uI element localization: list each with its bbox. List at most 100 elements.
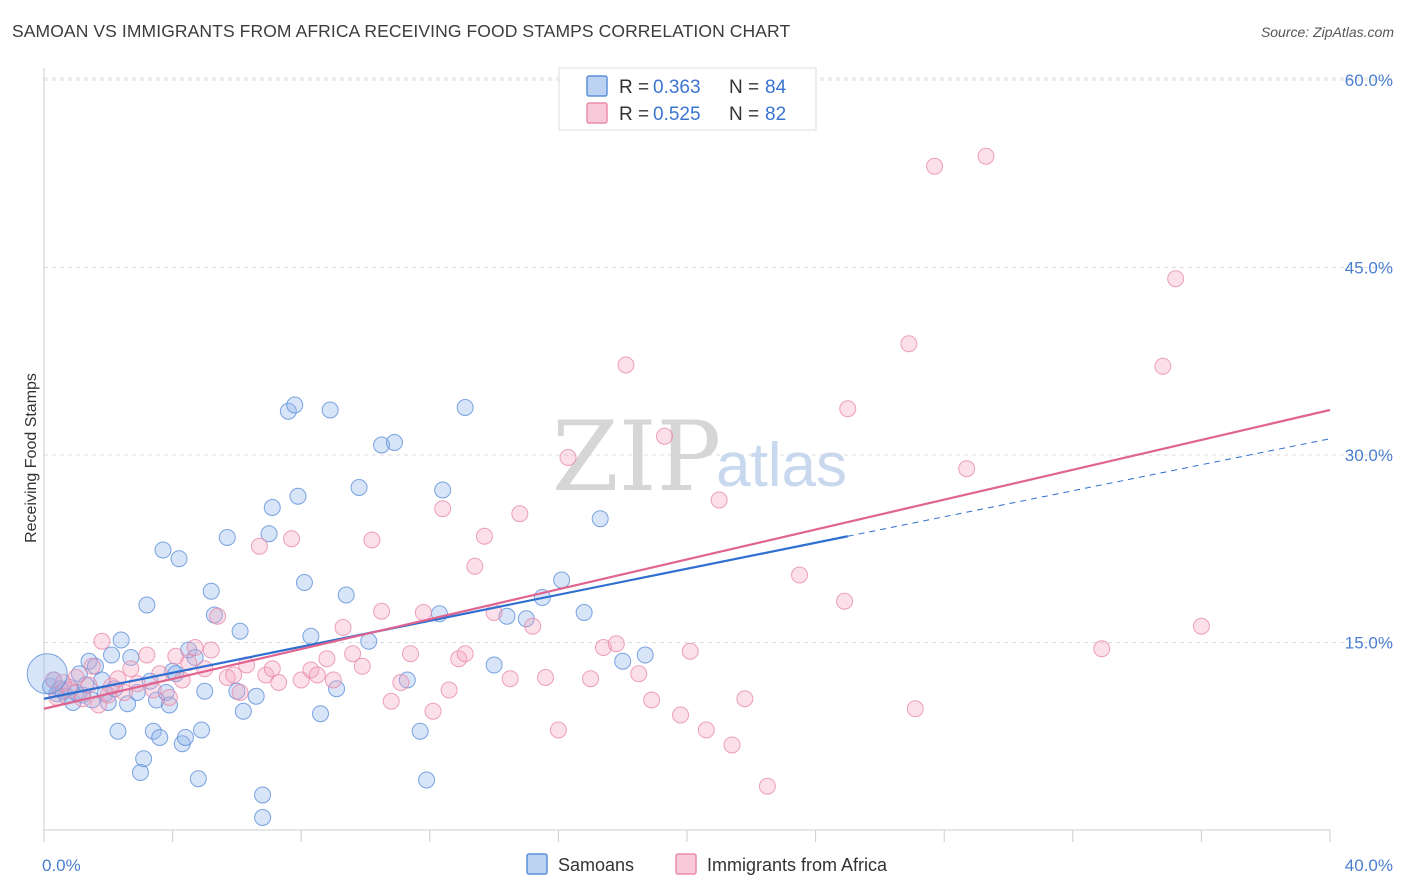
africa-point [791,566,809,584]
africa-point [582,670,600,688]
africa-point [900,335,918,353]
africa-point [697,721,715,739]
samoans-point [434,481,452,499]
africa-point [373,602,391,620]
africa-point [501,670,519,688]
bottom-legend-swatch-africa [675,853,697,875]
source-label: Source: ZipAtlas.com [1260,24,1394,40]
africa-point [402,645,420,663]
africa-point [1093,640,1111,658]
africa-point [839,400,857,418]
samoans-point [234,702,252,720]
samoans-point [295,574,313,591]
grid-lines [44,77,1392,643]
africa-point [559,449,577,466]
africa-point [466,557,484,575]
samoans-point [254,786,272,804]
samoans-point [119,695,137,713]
africa-point [83,657,101,675]
africa-point [617,356,635,374]
samoans-point [289,487,307,505]
x-tick-label: 0.0% [42,856,81,875]
samoans-point [286,396,304,414]
samoans-point [498,607,516,625]
samoans-point [176,729,194,746]
y-tick-labels: 15.0% 30.0% 45.0% 60.0% [1345,71,1393,653]
africa-point [231,684,249,701]
africa-point [138,646,156,664]
data-points [26,147,1210,826]
legend-n-label: N = [729,77,759,98]
africa-point [710,491,728,509]
africa-point [456,645,474,663]
samoans-point [109,722,127,740]
samoans-point [254,809,272,826]
samoans-point [456,399,474,416]
africa-point [67,669,85,686]
samoans-point [103,646,121,664]
africa-point [1192,617,1210,635]
chart-title: SAMOAN VS IMMIGRANTS FROM AFRICA RECEIVI… [12,21,791,41]
africa-point [594,639,612,656]
samoans-point [485,656,503,674]
bottom-legend-africa: Immigrants from Africa [707,855,888,875]
africa-point [672,706,690,724]
africa-point [424,702,442,720]
africa-point [186,639,204,656]
africa-point [308,666,326,684]
africa-point [723,736,741,754]
samoans-point [311,705,329,723]
samoans-point [170,550,188,568]
africa-point [537,669,555,686]
africa-point [344,645,362,663]
africa-point [1154,357,1172,375]
africa-point [202,641,220,659]
africa-point [334,619,352,636]
samoans-trend-line [43,535,848,700]
legend-n-value-samoans: 84 [765,77,787,98]
legend-r-label: R = [619,104,649,125]
africa-point [475,527,493,545]
samoans-point [411,722,429,740]
samoans-point [157,684,175,701]
africa-point [363,531,381,549]
africa-point [524,617,542,635]
y-tick-label: 45.0% [1345,259,1393,278]
y-tick-label: 15.0% [1345,634,1393,653]
x-tick-label: 40.0% [1345,856,1393,875]
africa-point [45,671,63,689]
samoans-point [553,571,571,589]
samoans-point [575,604,593,621]
africa-point [736,690,754,708]
samoans-point [321,401,339,419]
watermark-zip: ZIP [552,401,721,513]
africa-point [1167,270,1185,288]
samoans-point [193,721,211,739]
bottom-legend-swatch-samoans [526,853,548,875]
samoans-point [131,764,149,781]
africa-point [440,681,458,699]
samoans-point [337,586,355,604]
africa-point [353,657,371,675]
samoans-point [202,582,220,600]
legend: R = 0.363 N = 84 R = 0.525 N = 82 [558,67,817,131]
africa-point [160,689,178,706]
samoans-point [151,729,169,746]
africa-point [414,604,432,621]
samoans-point [591,510,609,528]
axes [43,68,1331,842]
africa-point [607,635,625,653]
legend-swatch-samoans [586,75,608,97]
samoans-point [279,402,297,420]
legend-r-value-samoans: 0.363 [653,77,701,98]
africa-point [263,660,281,678]
samoans-point [144,722,162,740]
africa-point [144,681,162,699]
africa-point [655,427,673,445]
samoans-point [247,687,265,705]
africa-point [270,674,288,691]
samoans-point [328,680,346,698]
legend-r-value-africa: 0.525 [653,104,701,125]
africa-point [434,500,452,518]
